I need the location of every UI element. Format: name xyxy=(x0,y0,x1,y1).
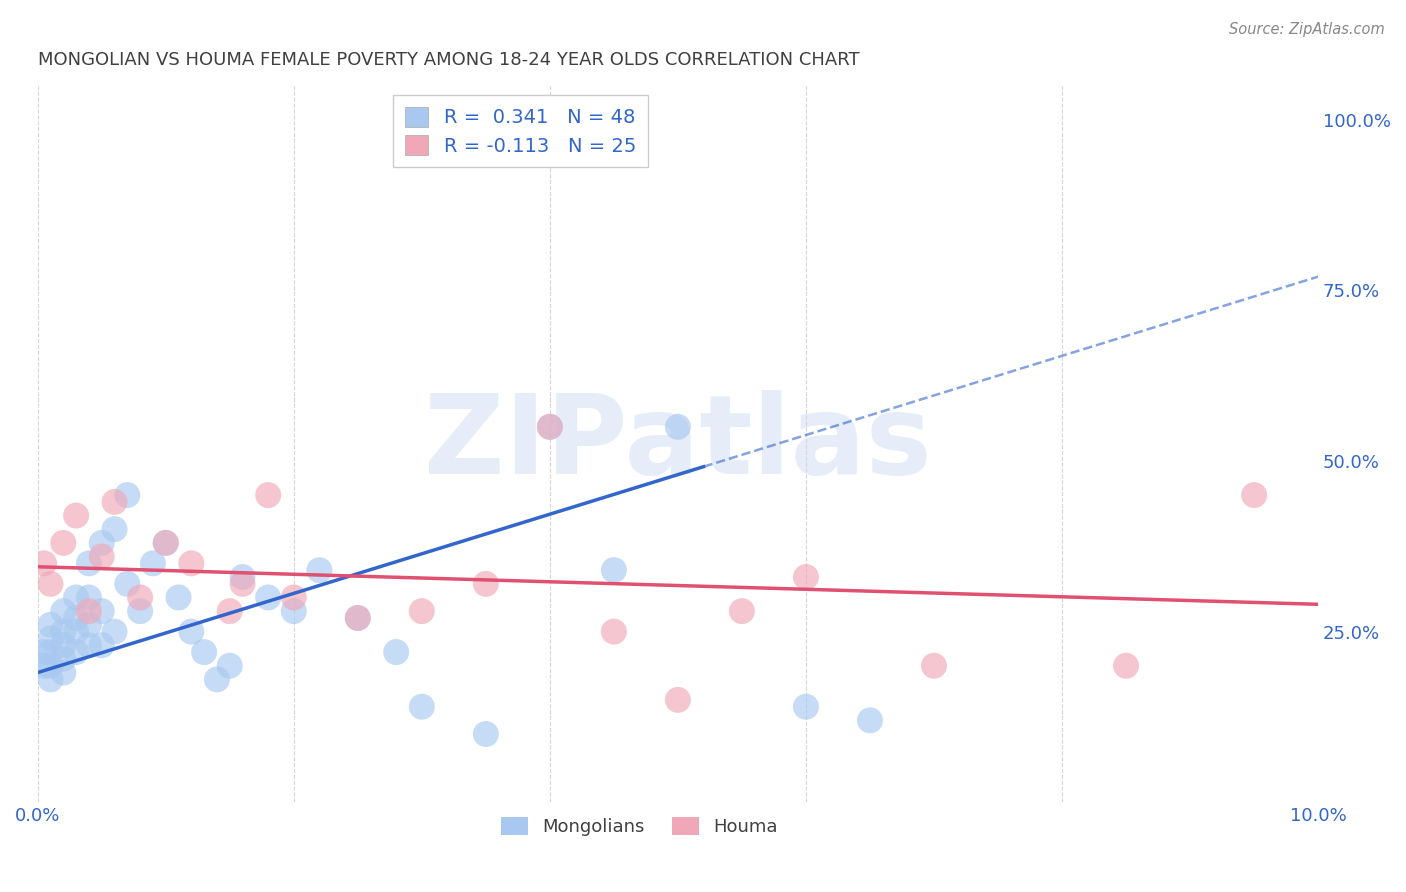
Point xyxy=(52,652,75,666)
Point xyxy=(77,557,100,571)
Point xyxy=(180,557,202,571)
Point xyxy=(65,591,87,605)
Point xyxy=(283,591,305,605)
Point xyxy=(117,488,139,502)
Point xyxy=(32,645,55,659)
Point xyxy=(538,420,561,434)
Point xyxy=(218,658,240,673)
Point xyxy=(385,645,408,659)
Point xyxy=(32,658,55,673)
Point xyxy=(90,536,112,550)
Point xyxy=(218,604,240,618)
Point xyxy=(39,645,62,659)
Point xyxy=(205,673,228,687)
Point xyxy=(180,624,202,639)
Point xyxy=(52,638,75,652)
Point xyxy=(142,557,165,571)
Text: MONGOLIAN VS HOUMA FEMALE POVERTY AMONG 18-24 YEAR OLDS CORRELATION CHART: MONGOLIAN VS HOUMA FEMALE POVERTY AMONG … xyxy=(38,51,859,69)
Point xyxy=(794,699,817,714)
Point xyxy=(1243,488,1265,502)
Point xyxy=(232,577,254,591)
Point xyxy=(475,727,498,741)
Point xyxy=(666,693,689,707)
Text: Source: ZipAtlas.com: Source: ZipAtlas.com xyxy=(1229,22,1385,37)
Point xyxy=(257,591,280,605)
Point xyxy=(117,577,139,591)
Point xyxy=(603,563,626,577)
Point xyxy=(411,604,433,618)
Point xyxy=(39,632,62,646)
Text: ZIPatlas: ZIPatlas xyxy=(425,391,932,498)
Point xyxy=(283,604,305,618)
Point xyxy=(794,570,817,584)
Point xyxy=(77,617,100,632)
Point xyxy=(731,604,754,618)
Point xyxy=(129,604,152,618)
Point xyxy=(603,624,626,639)
Point xyxy=(475,577,498,591)
Point xyxy=(155,536,177,550)
Point xyxy=(52,665,75,680)
Point xyxy=(90,638,112,652)
Point xyxy=(32,557,55,571)
Point xyxy=(103,522,125,536)
Point xyxy=(538,420,561,434)
Point xyxy=(52,604,75,618)
Point xyxy=(666,420,689,434)
Point xyxy=(39,673,62,687)
Point xyxy=(90,549,112,564)
Point xyxy=(346,611,368,625)
Point xyxy=(346,611,368,625)
Point xyxy=(167,591,190,605)
Point xyxy=(859,714,882,728)
Point xyxy=(65,624,87,639)
Point xyxy=(103,624,125,639)
Point xyxy=(129,591,152,605)
Point xyxy=(77,604,100,618)
Point xyxy=(257,488,280,502)
Point xyxy=(77,638,100,652)
Point xyxy=(39,617,62,632)
Point xyxy=(77,591,100,605)
Point xyxy=(232,570,254,584)
Point xyxy=(39,577,62,591)
Point xyxy=(308,563,330,577)
Point xyxy=(193,645,215,659)
Point xyxy=(65,645,87,659)
Point xyxy=(65,508,87,523)
Point xyxy=(65,611,87,625)
Point xyxy=(411,699,433,714)
Point xyxy=(90,604,112,618)
Point xyxy=(155,536,177,550)
Point xyxy=(52,536,75,550)
Point xyxy=(1115,658,1137,673)
Point xyxy=(922,658,945,673)
Point xyxy=(39,658,62,673)
Legend: Mongolians, Houma: Mongolians, Houma xyxy=(494,810,785,844)
Point xyxy=(103,495,125,509)
Point xyxy=(52,624,75,639)
